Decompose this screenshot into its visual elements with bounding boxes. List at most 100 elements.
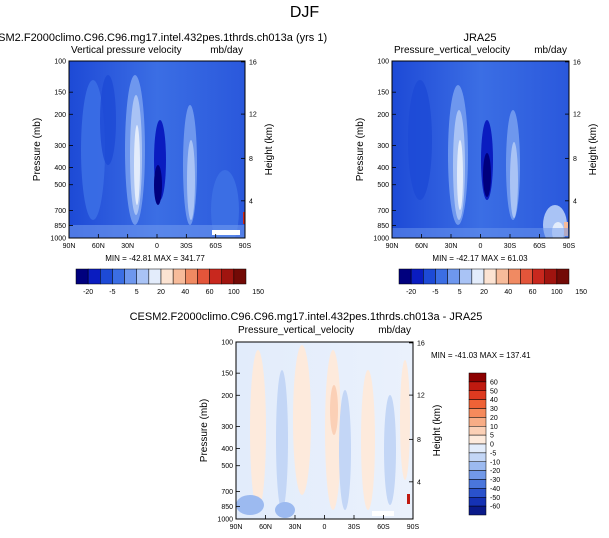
y-tick-label: 500 <box>377 182 389 189</box>
colorbar-label: -5 <box>109 289 115 296</box>
panel-title: CESM2.F2000climo.C96.C96.mg17.intel.432p… <box>0 32 327 44</box>
colorbar-box <box>197 268 210 285</box>
colorbar-label: -20 <box>83 289 93 296</box>
colorbar-box <box>160 268 174 285</box>
y-tick-label: 500 <box>221 463 233 470</box>
y-tick-label: 400 <box>377 165 389 172</box>
panel-difference <box>235 341 414 520</box>
colorbar-box <box>435 268 448 285</box>
colorbar-box <box>148 268 162 285</box>
colorbar-label: -40 <box>490 486 500 493</box>
y2-axis-label: Height (km) <box>588 124 599 176</box>
x-tick-label: 60S <box>533 243 546 250</box>
y-tick-label: 100 <box>221 340 233 347</box>
colorbar-box <box>468 426 487 436</box>
colorbar-box <box>495 268 509 285</box>
y2-tick-label: 16 <box>573 59 581 66</box>
colorbar-box <box>136 268 150 285</box>
y2-tick-label: 8 <box>417 437 421 444</box>
colorbar-label: -20 <box>406 289 416 296</box>
colorbar-box <box>468 381 487 391</box>
colorbar-box <box>75 268 89 285</box>
y-tick-label: 300 <box>377 143 389 150</box>
colorbar-box <box>520 268 533 285</box>
panel-title: CESM2.F2000climo.C96.C96.mg17.intel.432p… <box>130 311 483 323</box>
y2-tick-label: 16 <box>417 340 425 347</box>
colorbar-label: 5 <box>490 433 494 440</box>
colorbar-box <box>221 268 235 285</box>
colorbar-label: 20 <box>480 289 488 296</box>
y2-tick-label: 12 <box>249 112 257 119</box>
panel-subtitle-right: mb/day <box>210 45 243 56</box>
y2-tick-label: 16 <box>249 59 257 66</box>
colorbar-label: 20 <box>490 415 498 422</box>
y-tick-label: 700 <box>221 489 233 496</box>
contour-field-difference <box>236 342 413 519</box>
colorbar-box <box>468 505 487 516</box>
colorbar-box <box>468 417 487 427</box>
y-tick-label: 300 <box>54 143 66 150</box>
y-tick-label: 850 <box>221 504 233 511</box>
y-axis-label: Pressure (mb) <box>355 118 366 181</box>
colorbar-box <box>185 268 198 285</box>
panel-subtitle-left: Pressure_vertical_velocity <box>394 45 510 56</box>
y-tick-label: 400 <box>54 165 66 172</box>
min-max-stats: MIN = -41.03 MAX = 137.41 <box>431 351 531 360</box>
y-tick-label: 1000 <box>50 236 66 243</box>
panel-jra25 <box>391 60 570 239</box>
x-tick-label: 0 <box>155 243 159 250</box>
colorbar-box <box>532 268 545 285</box>
colorbar-label: 150 <box>252 289 264 296</box>
colorbar-box <box>398 268 412 285</box>
colorbar-box <box>468 452 487 462</box>
panel-title: JRA25 <box>463 32 496 44</box>
x-tick-label: 90N <box>230 524 243 531</box>
x-tick-label: 30N <box>289 524 302 531</box>
colorbar-box <box>544 268 558 285</box>
colorbar-label: 5 <box>458 289 462 296</box>
x-tick-label: 60S <box>377 524 390 531</box>
colorbar-box <box>459 268 473 285</box>
y2-tick-label: 8 <box>573 156 577 163</box>
colorbar-label: 60 <box>529 289 537 296</box>
colorbar-box <box>468 461 487 471</box>
y-tick-label: 100 <box>377 59 389 66</box>
colorbar-box <box>468 372 487 383</box>
colorbar-box <box>483 268 497 285</box>
y-tick-label: 150 <box>377 90 389 97</box>
colorbar-label: 10 <box>490 424 498 431</box>
colorbar-box <box>556 268 570 285</box>
colorbar-box <box>508 268 521 285</box>
x-tick-label: 30S <box>180 243 193 250</box>
y2-tick-label: 8 <box>249 156 253 163</box>
colorbar-box <box>100 268 113 285</box>
colorbar-label: 5 <box>135 289 139 296</box>
colorbar-box <box>233 268 247 285</box>
panel-subtitle-left: Pressure_vertical_velocity <box>238 325 354 336</box>
x-tick-label: 0 <box>323 524 327 531</box>
y-tick-label: 300 <box>221 424 233 431</box>
x-tick-label: 30S <box>504 243 517 250</box>
colorbar-box <box>468 399 487 409</box>
colorbar-label: 20 <box>157 289 165 296</box>
colorbar-box <box>112 268 125 285</box>
colorbar-box <box>471 268 485 285</box>
y2-tick-label: 4 <box>417 479 421 486</box>
x-tick-label: 30N <box>121 243 134 250</box>
y-axis-label: Pressure (mb) <box>199 399 210 462</box>
y-tick-label: 500 <box>54 182 66 189</box>
y-tick-label: 100 <box>54 59 66 66</box>
colorbar-label: 100 <box>228 289 240 296</box>
colorbar-label: -60 <box>490 504 500 511</box>
colorbar-box <box>410 268 424 285</box>
y-tick-label: 150 <box>221 371 233 378</box>
colorbar-box <box>468 497 487 507</box>
colorbar-label: -5 <box>432 289 438 296</box>
colorbar-label: 150 <box>575 289 587 296</box>
x-tick-label: 0 <box>479 243 483 250</box>
colorbar-label: 60 <box>490 379 498 386</box>
colorbar-label: 0 <box>490 442 494 449</box>
colorbar-label: 50 <box>490 388 498 395</box>
page-title: DJF <box>289 4 320 21</box>
